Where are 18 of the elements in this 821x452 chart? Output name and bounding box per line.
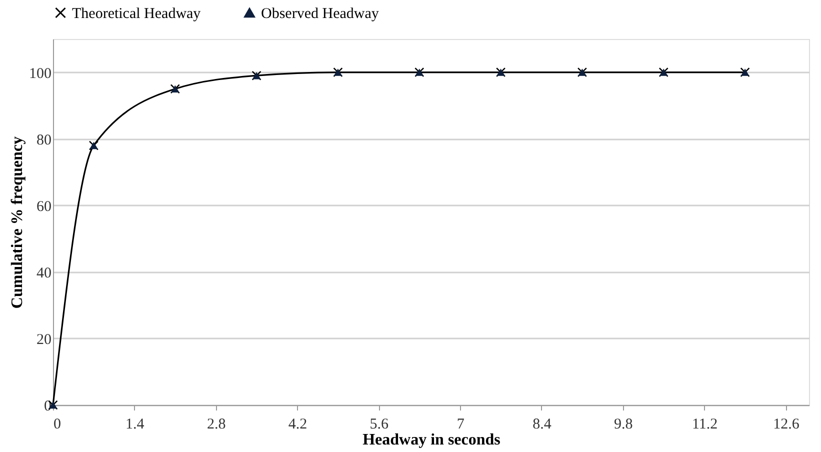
y-tick-label: 60 — [36, 198, 52, 215]
x-axis-title: Headway in seconds — [362, 432, 500, 448]
x-tick-label: 7 — [456, 416, 465, 432]
x-tick-label: 5.6 — [370, 416, 390, 432]
legend-label: Theoretical Headway — [72, 6, 202, 22]
x-tick-label: 2.8 — [206, 416, 226, 432]
x-tick-label: 1.4 — [126, 416, 145, 432]
y-tick-label: 40 — [36, 265, 52, 282]
legend-label: Observed Headway — [261, 6, 380, 22]
y-axis-title: Cumulative % frequency — [9, 136, 26, 309]
y-tick-label: 80 — [36, 132, 52, 148]
y-tick-label: 20 — [36, 332, 52, 348]
y-tick-label: 100 — [29, 66, 52, 82]
x-tick-label: 11.2 — [692, 416, 718, 432]
x-tick-label: 4.2 — [288, 416, 308, 432]
x-tick-label: 8.4 — [532, 416, 552, 432]
x-tick-label: 9.8 — [614, 416, 633, 432]
x-tick-label: 12.6 — [773, 416, 800, 432]
